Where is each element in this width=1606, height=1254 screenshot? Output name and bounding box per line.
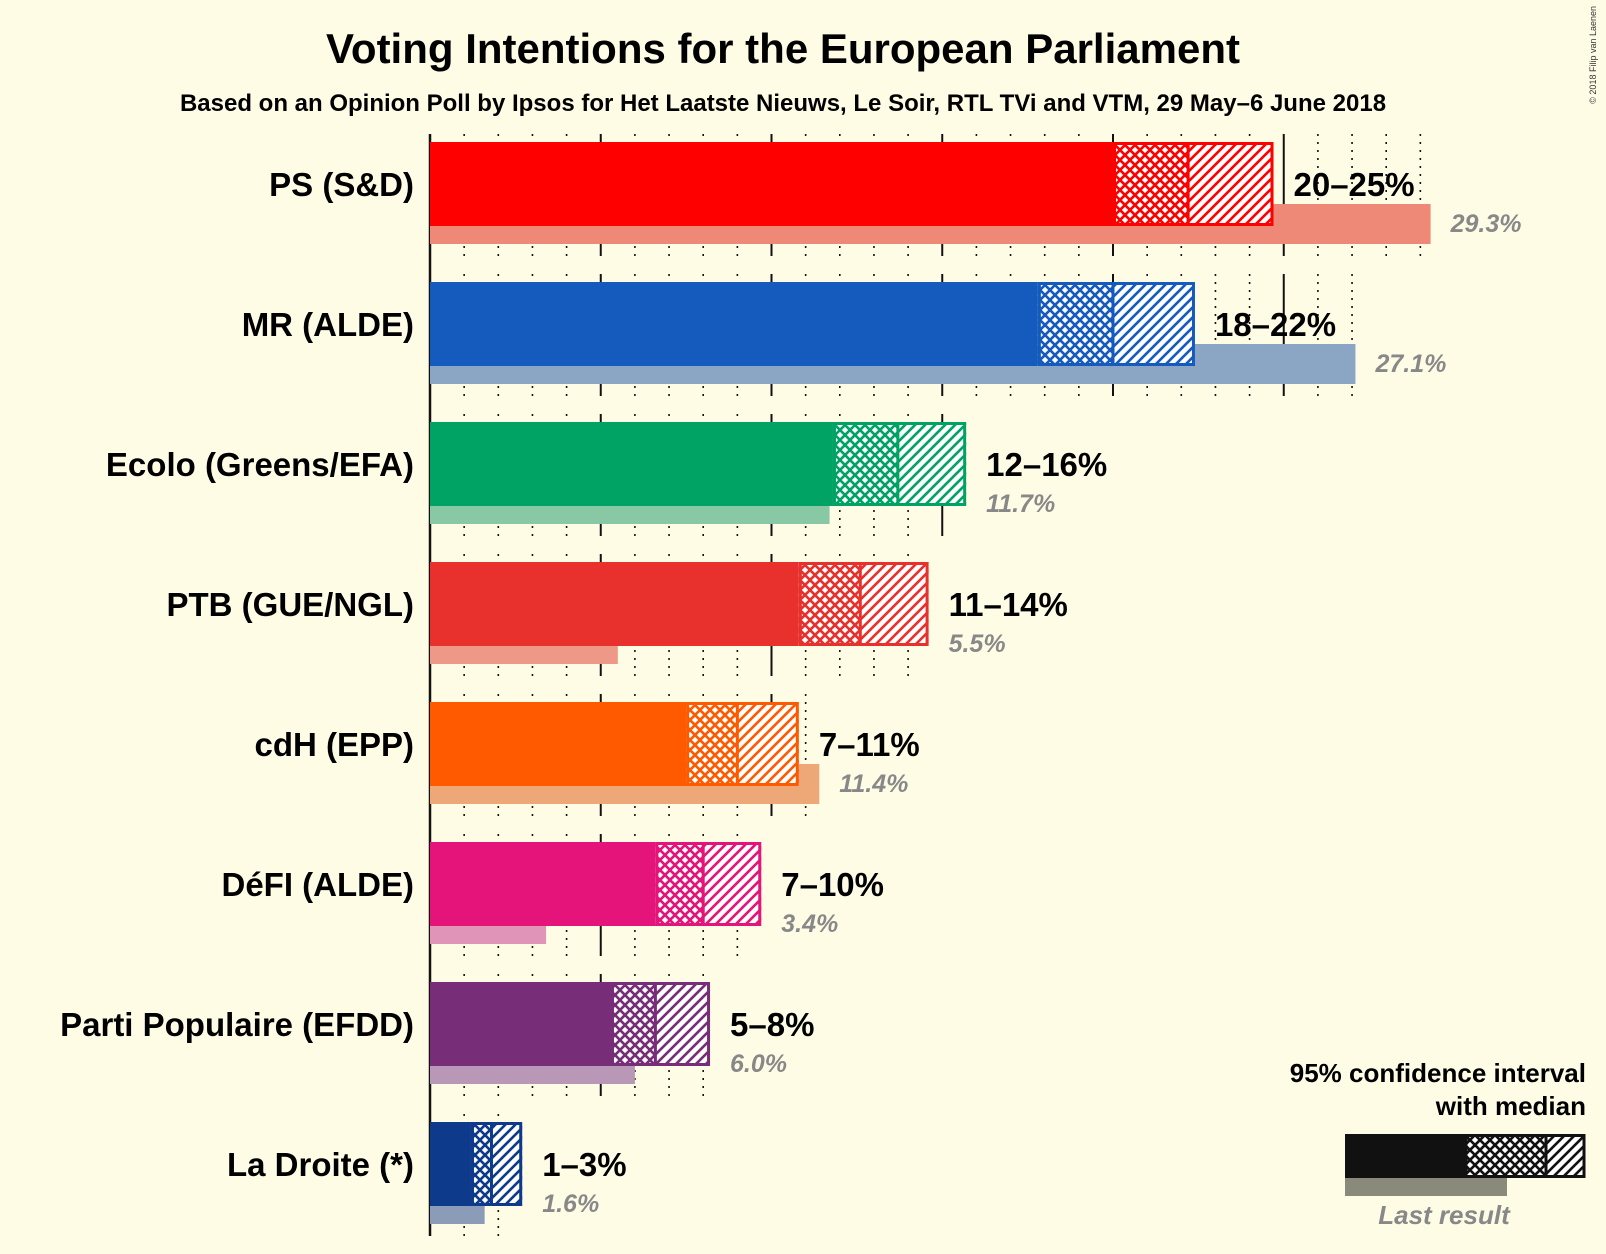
last-result-label: 6.0%: [730, 1050, 787, 1078]
ci-lower-bar: [1113, 142, 1189, 226]
solid-bar: [430, 1122, 471, 1206]
last-result-label: 5.5%: [949, 630, 1006, 658]
ci-upper-bar: [737, 702, 799, 786]
ci-upper-bar: [860, 562, 929, 646]
ci-lower-bar: [686, 702, 738, 786]
bars: PS (S&D) 20–25% 29.3% MR (ALDE) 18–22% 27.1% E…: [60, 142, 1521, 1224]
party-row: MR (ALDE) 18–22% 27.1%: [242, 282, 1446, 384]
ci-upper-bar: [655, 982, 711, 1066]
ci-outline: [610, 982, 711, 1066]
party-label: Parti Populaire (EFDD): [60, 1006, 414, 1043]
party-row: DéFI (ALDE) 7–10% 3.4%: [222, 842, 884, 944]
solid-bar: [430, 842, 656, 926]
party-row: cdH (EPP) 7–11% 11.4%: [254, 702, 920, 804]
legend-cross-swatch: [1466, 1134, 1546, 1178]
credit: © 2018 Filip van Laenen: [1588, 6, 1598, 104]
legend-last-result: Last result: [1378, 1200, 1511, 1230]
party-label: DéFI (ALDE): [222, 866, 415, 903]
range-label: 12–16%: [986, 446, 1107, 483]
legend-outline: [1464, 1134, 1586, 1178]
chart-subtitle: Based on an Opinion Poll by Ipsos for He…: [180, 90, 1386, 117]
ci-outline: [1113, 142, 1274, 226]
range-label: 18–22%: [1215, 306, 1336, 343]
party-label: Ecolo (Greens/EFA): [106, 446, 414, 483]
ci-upper-bar: [1188, 142, 1274, 226]
solid-bar: [430, 282, 1038, 366]
ci-upper-bar: [1113, 282, 1195, 366]
ci-outline: [798, 562, 929, 646]
party-row: PTB (GUE/NGL) 11–14% 5.5%: [167, 562, 1068, 664]
range-label: 1–3%: [542, 1146, 626, 1183]
solid-bar: [430, 562, 799, 646]
chart-title: Voting Intentions for the European Parli…: [326, 25, 1240, 72]
range-label: 7–10%: [781, 866, 884, 903]
party-label: La Droite (*): [227, 1146, 414, 1183]
range-label: 11–14%: [949, 586, 1068, 623]
ci-upper-bar: [897, 422, 967, 506]
party-row: La Droite (*) 1–3% 1.6%: [227, 1122, 627, 1224]
party-row: Ecolo (Greens/EFA) 12–16% 11.7%: [106, 422, 1107, 524]
ci-outline: [470, 1122, 523, 1206]
party-label: PS (S&D): [269, 166, 414, 203]
last-result-label: 11.4%: [839, 770, 908, 798]
legend-last-swatch: [1345, 1174, 1507, 1196]
legend-solid-swatch: [1345, 1134, 1466, 1178]
range-label: 20–25%: [1294, 166, 1415, 203]
legend-line1: 95% confidence interval: [1290, 1058, 1586, 1088]
ci-upper-bar: [703, 842, 762, 926]
solid-bar: [430, 702, 687, 786]
ci-outline: [1037, 282, 1195, 366]
solid-bar: [430, 982, 611, 1066]
ci-outline: [686, 702, 799, 786]
last-result-label: 29.3%: [1450, 210, 1522, 238]
party-label: PTB (GUE/NGL): [167, 586, 414, 623]
solid-bar: [430, 142, 1113, 226]
ci-lower-bar: [832, 422, 898, 506]
solid-bar: [430, 422, 833, 506]
ci-lower-bar: [655, 842, 704, 926]
last-result-label: 11.7%: [986, 490, 1055, 518]
last-result-label: 3.4%: [781, 910, 838, 938]
ci-upper-bar: [491, 1122, 523, 1206]
range-label: 7–11%: [819, 726, 920, 763]
last-result-label: 1.6%: [542, 1190, 599, 1218]
last-result-label: 27.1%: [1374, 350, 1446, 378]
legend-hatch-swatch: [1546, 1134, 1584, 1178]
ci-lower-bar: [610, 982, 656, 1066]
ci-lower-bar: [470, 1122, 492, 1206]
legend-line2: with median: [1435, 1091, 1586, 1121]
ci-lower-bar: [1037, 282, 1113, 366]
ci-outline: [655, 842, 762, 926]
ci-lower-bar: [798, 562, 861, 646]
party-row: Parti Populaire (EFDD) 5–8% 6.0%: [60, 982, 814, 1084]
party-row: PS (S&D) 20–25% 29.3%: [269, 142, 1521, 244]
legend: 95% confidence interval with median Last…: [1290, 1058, 1586, 1230]
party-label: cdH (EPP): [254, 726, 414, 763]
ci-outline: [832, 422, 967, 506]
party-label: MR (ALDE): [242, 306, 414, 343]
range-label: 5–8%: [730, 1006, 814, 1043]
